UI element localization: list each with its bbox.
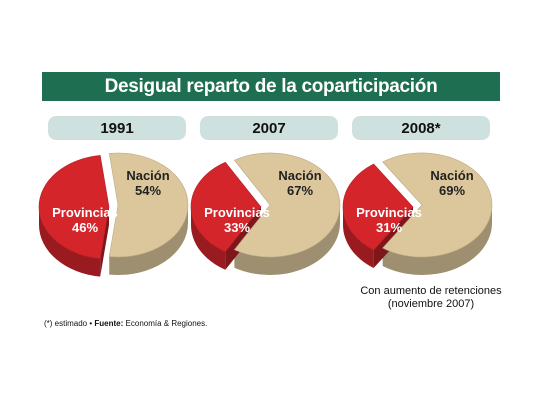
provincias-slice xyxy=(342,163,414,251)
note: Con aumento de retenciones (noviembre 20… xyxy=(356,285,506,311)
nacion-slice-side xyxy=(234,205,340,276)
nacion-slice-side xyxy=(382,205,492,275)
footer-source-label: Fuente: xyxy=(94,319,124,328)
chart-title: Desigual reparto de la coparticipación xyxy=(104,75,438,97)
footer-asterisk: (*) estimado xyxy=(44,319,88,328)
year-label-2008: 2008* xyxy=(352,116,490,140)
provincias-slice xyxy=(190,161,262,253)
provincias-slice-side xyxy=(39,207,101,277)
note-line2: (noviembre 2007) xyxy=(387,298,475,310)
nacion-slice xyxy=(382,152,493,258)
footer-source: Economía & Regiones. xyxy=(125,319,208,328)
nacion-value: 54% xyxy=(135,183,161,198)
footer-bullet: • xyxy=(89,319,93,328)
provincias-slice-side xyxy=(191,207,226,270)
provincias-value: 46% xyxy=(72,220,98,235)
year-label-1991: 1991 xyxy=(48,116,186,140)
nacion-slice xyxy=(108,152,189,258)
nacion-value: 69% xyxy=(439,183,465,198)
nacion-slice-side xyxy=(109,205,188,275)
provincias-slice-cut xyxy=(100,207,109,277)
nacion-name: Nación xyxy=(430,168,473,183)
year-label-2007: 2007 xyxy=(200,116,338,140)
nacion-name: Nación xyxy=(278,168,321,183)
title-bar: Desigual reparto de la coparticipación xyxy=(42,72,500,101)
provincias-name: Provincias xyxy=(52,205,118,220)
provincias-value: 31% xyxy=(376,220,402,235)
provincias-name: Provincias xyxy=(204,205,270,220)
nacion-value: 67% xyxy=(287,183,313,198)
footer: (*) estimado • Fuente: Economía & Region… xyxy=(44,319,207,328)
provincias-slice-side xyxy=(343,207,374,269)
provincias-name: Provincias xyxy=(356,205,422,220)
provincias-value: 33% xyxy=(224,220,250,235)
nacion-name: Nación xyxy=(126,168,169,183)
note-line1: Con aumento de retenciones xyxy=(360,285,502,297)
nacion-slice xyxy=(233,152,341,258)
provincias-slice xyxy=(38,155,110,259)
